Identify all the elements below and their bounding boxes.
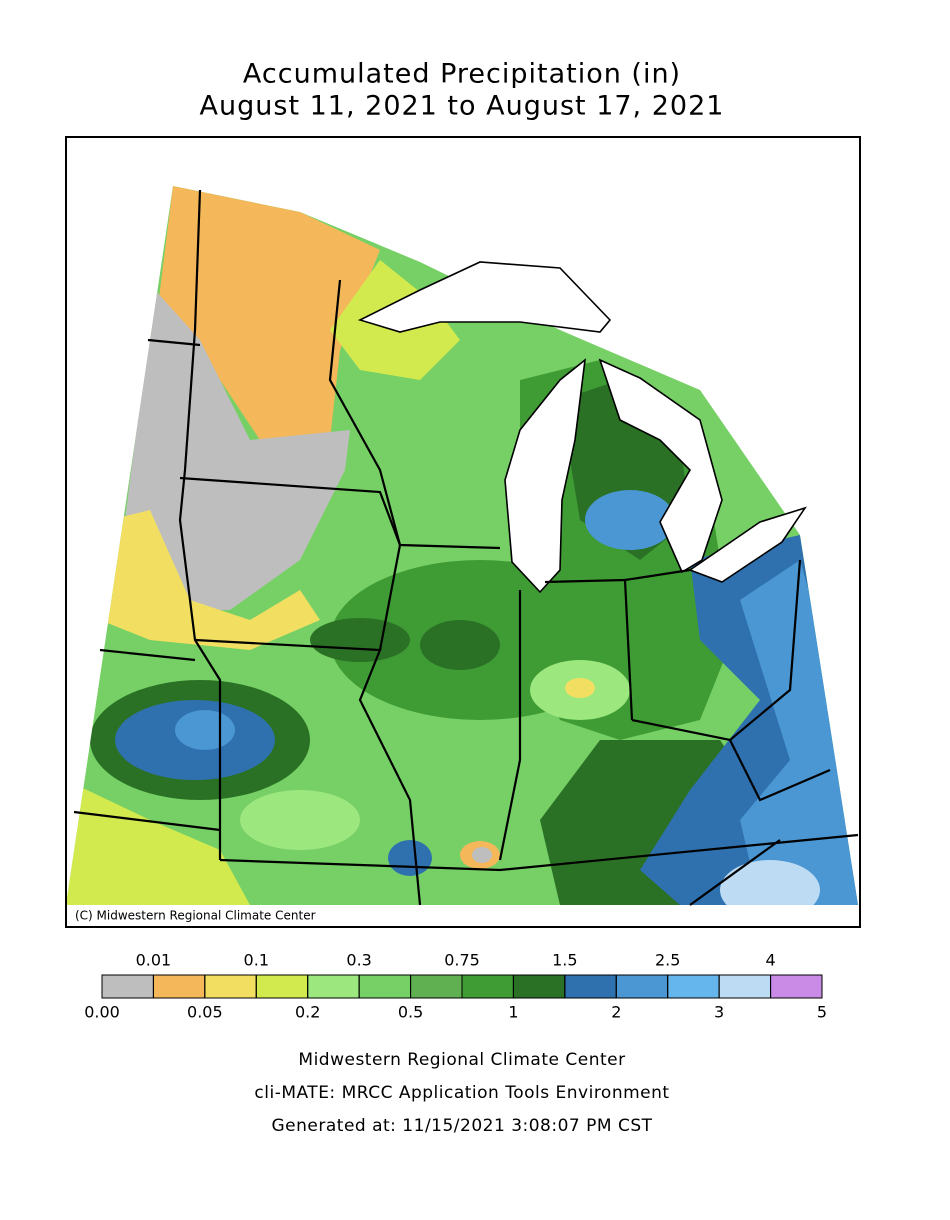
legend: 0.00 0.01 0.05 0.1 0.2 0.3 0.5 0.75 1 1.5 2 2.5 3 4 5 — [84, 951, 827, 1022]
legend-swatch — [512, 974, 566, 999]
lake-erie — [688, 506, 807, 583]
legend-swatch — [564, 974, 617, 999]
legend-swatch — [358, 974, 412, 999]
legend-label: 2.5 — [655, 951, 680, 970]
credit: (C) Midwestern Regional Climate Center — [75, 909, 316, 923]
legend-label: 0.00 — [84, 1003, 120, 1022]
legend-swatch — [152, 974, 206, 999]
legend-swatch — [410, 974, 463, 999]
lake-superior — [357, 261, 612, 333]
credit-box — [68, 907, 352, 925]
subtitle: August 11, 2021 to August 17, 2021 — [200, 91, 725, 122]
map-frame — [65, 136, 861, 928]
legend-swatch — [204, 974, 257, 999]
legend-swatch — [770, 974, 823, 999]
map: (C) Midwestern Regional Climate Center — [65, 136, 861, 928]
legend-label: 0.5 — [398, 1003, 423, 1022]
legend-label: 5 — [817, 1003, 827, 1022]
legend-label: 0.01 — [136, 951, 172, 970]
legend-swatch — [667, 974, 720, 999]
legend-label: 3 — [714, 1003, 724, 1022]
legend-label: 0.1 — [244, 951, 269, 970]
legend-swatch — [101, 974, 154, 999]
legend-swatch — [307, 974, 360, 999]
legend-label: 2 — [611, 1003, 621, 1022]
legend-label: 0.3 — [346, 951, 371, 970]
legend-label: 1.5 — [552, 951, 577, 970]
legend-swatch — [461, 974, 514, 999]
legend-label: 4 — [765, 951, 775, 970]
legend-label: 0.2 — [295, 1003, 320, 1022]
legend-swatch — [718, 974, 772, 999]
state-borders — [73, 189, 859, 906]
legend-label: 0.75 — [444, 951, 480, 970]
title: Accumulated Precipitation (in) — [243, 59, 681, 90]
footer-line: cli-MATE: MRCC Application Tools Environ… — [254, 1083, 669, 1103]
footer-line: Generated at: 11/15/2021 3:08:07 PM CST — [272, 1116, 653, 1136]
legend-label: 1 — [508, 1003, 518, 1022]
legend-swatch — [615, 974, 669, 999]
lake-michigan — [504, 358, 587, 594]
legend-swatch — [255, 974, 309, 999]
footer-line: Midwestern Regional Climate Center — [298, 1050, 625, 1070]
legend-label: 0.05 — [187, 1003, 223, 1022]
